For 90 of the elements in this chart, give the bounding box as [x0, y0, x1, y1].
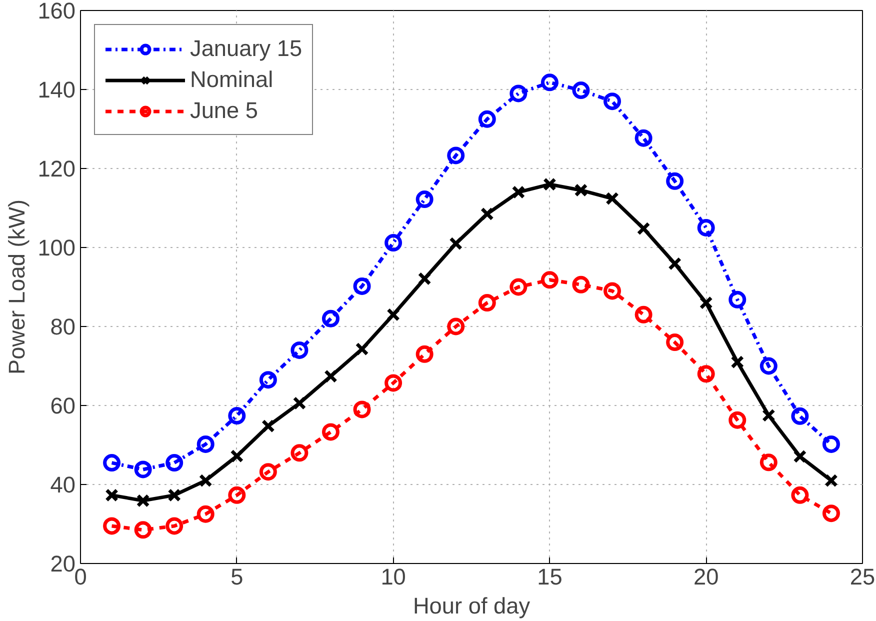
point	[762, 408, 776, 422]
point	[574, 184, 588, 197]
point	[198, 474, 212, 488]
point	[478, 110, 496, 128]
y-tick-label: 60	[50, 392, 76, 418]
x-axis-title: Hour of day	[412, 592, 531, 618]
point	[572, 82, 590, 100]
point	[386, 308, 400, 322]
point	[259, 371, 277, 389]
point	[760, 357, 778, 375]
y-tick-label: 160	[38, 0, 76, 24]
point	[134, 521, 152, 539]
point	[355, 342, 369, 356]
point	[822, 435, 840, 453]
point	[510, 84, 528, 102]
point	[261, 419, 275, 433]
point	[166, 517, 184, 535]
point	[540, 271, 558, 289]
point	[447, 146, 465, 164]
point	[290, 444, 308, 462]
point	[134, 460, 152, 478]
point	[697, 219, 715, 236]
point	[728, 290, 746, 308]
point	[540, 74, 558, 92]
point	[290, 341, 308, 359]
point	[196, 435, 214, 453]
point	[822, 504, 840, 522]
point	[728, 411, 746, 429]
point	[322, 423, 340, 441]
legend-label: June 5	[190, 97, 258, 124]
point	[510, 278, 528, 296]
point	[447, 318, 465, 336]
point	[196, 505, 214, 523]
point	[416, 345, 434, 363]
point	[760, 454, 778, 472]
point	[353, 400, 371, 418]
point	[543, 178, 556, 191]
point	[418, 272, 432, 286]
point	[668, 256, 682, 270]
point	[292, 396, 306, 410]
point	[103, 517, 121, 535]
point	[604, 282, 622, 300]
point	[259, 463, 277, 481]
point	[604, 92, 622, 110]
x-tick-label: 10	[380, 564, 406, 590]
legend-label: Nominal	[190, 66, 274, 93]
point	[793, 450, 807, 464]
point	[324, 370, 338, 383]
y-tick-label: 80	[50, 314, 76, 340]
point	[478, 294, 496, 312]
point	[136, 494, 150, 508]
x-tick-label: 15	[537, 564, 562, 590]
point	[791, 407, 809, 425]
point	[103, 454, 121, 472]
y-tick-label: 100	[38, 234, 76, 260]
point	[634, 306, 652, 324]
point	[166, 454, 184, 472]
point	[228, 407, 246, 425]
point	[666, 334, 684, 352]
x-tick-label: 5	[230, 564, 244, 590]
point	[168, 488, 182, 502]
point	[824, 474, 838, 488]
point	[449, 236, 463, 250]
point	[105, 488, 118, 502]
point	[512, 186, 526, 199]
y-tick-label: 140	[38, 76, 76, 102]
point	[636, 222, 650, 236]
point	[322, 310, 340, 328]
point	[697, 365, 715, 383]
point	[480, 207, 494, 221]
point	[228, 486, 246, 504]
y-tick-label: 120	[38, 156, 76, 182]
point	[634, 129, 652, 147]
x-tick-label: 20	[694, 564, 719, 590]
point	[572, 276, 590, 294]
point	[699, 296, 713, 310]
x-tick-label: 0	[74, 564, 87, 590]
point	[730, 355, 744, 369]
x-tick-label: 25	[850, 564, 876, 590]
point	[230, 449, 244, 463]
point	[384, 234, 402, 252]
y-tick-label: 40	[50, 472, 76, 498]
y-axis-title: Power Load (kW)	[4, 199, 30, 375]
point	[384, 374, 402, 392]
point	[791, 486, 809, 504]
legend-label: January 15	[190, 35, 302, 62]
point	[606, 192, 619, 206]
point	[666, 172, 684, 190]
point	[416, 190, 434, 208]
point	[353, 277, 371, 295]
